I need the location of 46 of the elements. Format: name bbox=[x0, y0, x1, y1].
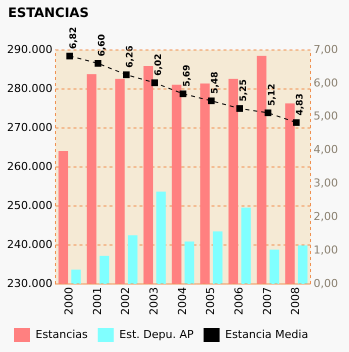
point bbox=[123, 71, 130, 78]
legend-label: Estancias bbox=[36, 328, 88, 341]
point bbox=[180, 90, 186, 98]
y-tick-label: 280.000 bbox=[6, 82, 52, 95]
y-tick-label: 260.000 bbox=[6, 160, 52, 173]
data-label: 6,26 bbox=[126, 46, 136, 68]
y2-tick-label: 3,00 bbox=[314, 176, 338, 190]
y2-tick-label: 7,00 bbox=[314, 42, 338, 56]
y-tick-label: 230.000 bbox=[6, 276, 52, 290]
y2-tick-label: 5,00 bbox=[314, 110, 338, 123]
point bbox=[151, 79, 158, 86]
y2-tick-label: 0,00 bbox=[314, 276, 338, 290]
data-label: 5,48 bbox=[210, 72, 221, 94]
point bbox=[94, 60, 102, 67]
data-label: 6,02 bbox=[154, 54, 164, 76]
point bbox=[208, 97, 215, 104]
x-tick-label: 2006 bbox=[232, 287, 246, 316]
data-label: 4,83 bbox=[296, 93, 306, 116]
y-tick-label: 290.000 bbox=[6, 42, 52, 56]
x-tick-label: 2008 bbox=[289, 287, 302, 316]
x-tick-label: 2001 bbox=[90, 287, 104, 316]
data-label: 5,12 bbox=[267, 84, 278, 106]
x-tick-label: 2003 bbox=[148, 287, 161, 316]
y-tick-label: 250.000 bbox=[6, 198, 52, 212]
x-tick-label: 2002 bbox=[119, 287, 132, 316]
point bbox=[66, 52, 73, 60]
x-tick-label: 2005 bbox=[204, 287, 218, 316]
y2-tick-label: 1,00 bbox=[314, 243, 338, 256]
y-tick-label: 270.000 bbox=[6, 120, 52, 134]
legend-label: Est. Depu. AP bbox=[119, 328, 194, 341]
y-tick-label: 240.000 bbox=[6, 238, 52, 251]
point bbox=[236, 105, 243, 112]
y2-tick-label: 4,00 bbox=[314, 143, 338, 156]
data-label: 6,82 bbox=[69, 26, 79, 50]
y2-tick-label: 6,00 bbox=[314, 76, 338, 90]
data-label: 6,60 bbox=[97, 34, 108, 56]
chart-title: ESTANCIAS bbox=[8, 6, 89, 21]
x-tick-label: 2007 bbox=[260, 287, 274, 316]
data-label: 5,25 bbox=[239, 79, 250, 102]
x-tick-label: 2000 bbox=[62, 287, 76, 316]
point bbox=[293, 119, 300, 126]
point bbox=[264, 110, 272, 116]
y2-tick-label: 2,00 bbox=[314, 210, 338, 224]
data-label: 5,69 bbox=[182, 64, 192, 87]
x-tick-label: 2004 bbox=[176, 287, 189, 316]
legend-label: Estancia Media bbox=[225, 328, 308, 341]
